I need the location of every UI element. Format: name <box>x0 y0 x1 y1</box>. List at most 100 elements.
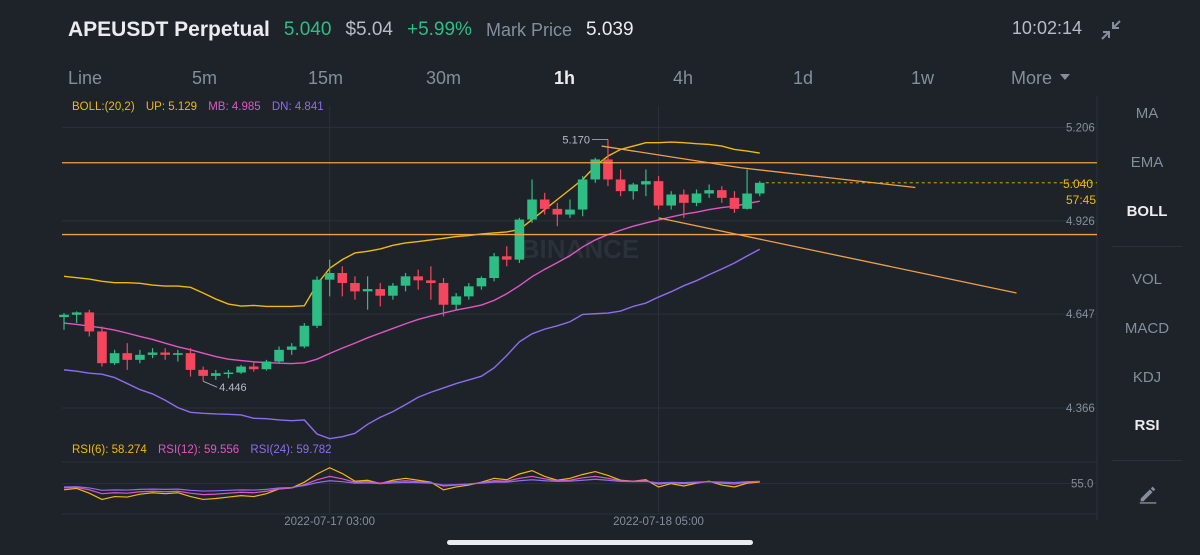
horizontal-levels <box>62 162 1097 236</box>
candle <box>261 359 272 371</box>
rsi-axis-tick: 55.0 <box>1071 479 1093 491</box>
lower-trendline <box>658 217 1017 294</box>
candle-body <box>565 209 575 215</box>
candle-body <box>198 369 208 376</box>
boll-lower-line <box>63 248 761 440</box>
candle-body <box>248 366 259 370</box>
timeframe-4h[interactable]: 4h <box>673 68 694 88</box>
chart-grid <box>62 96 1098 520</box>
candle <box>476 276 487 290</box>
candle <box>362 276 373 310</box>
candle <box>299 323 310 349</box>
rsi6-line <box>63 467 760 501</box>
candle <box>426 266 436 300</box>
rsi12-line <box>63 475 760 496</box>
candle <box>147 348 158 359</box>
candle <box>274 346 284 364</box>
collapse-icon[interactable] <box>1099 18 1123 42</box>
candle <box>413 269 423 290</box>
candle-body <box>451 296 461 305</box>
bollinger-bands <box>63 141 761 440</box>
candle <box>388 283 398 300</box>
pair-title[interactable]: APEUSDT Perpetual <box>68 18 270 41</box>
candle <box>400 273 411 292</box>
candle-body <box>211 373 221 376</box>
candle-body <box>160 352 170 355</box>
candle <box>628 182 639 200</box>
timeframe-1w[interactable]: 1w <box>911 68 935 88</box>
timeframe-15m[interactable]: 15m <box>308 68 344 88</box>
candle-body <box>641 181 651 185</box>
candlesticks <box>59 139 765 382</box>
candle-body <box>527 199 537 220</box>
chart-labels: 5.206 4.926 4.647 4.366 55.0 5.040 57:45 2022-0… <box>202 122 1096 528</box>
candle-body <box>59 314 69 318</box>
candle <box>742 169 752 210</box>
candle <box>185 348 196 377</box>
timeframe-more[interactable]: More <box>1011 68 1071 89</box>
candle-body <box>274 349 284 362</box>
indicator-vol[interactable]: VOL <box>1131 271 1162 288</box>
mark-price-label: Mark Price <box>485 19 572 40</box>
boll-upper-line <box>63 141 760 308</box>
candle-body <box>97 331 107 364</box>
candle <box>679 189 689 218</box>
candle-body <box>438 283 449 305</box>
candle-body <box>539 199 550 209</box>
candle-body <box>413 276 423 281</box>
candle <box>451 293 461 310</box>
candle-body <box>717 190 727 198</box>
candle <box>59 313 69 330</box>
candle-body <box>312 279 322 326</box>
candle-body <box>501 256 512 260</box>
current-price-label: 5.040 <box>1063 177 1093 191</box>
last-price: 5.040 <box>283 19 332 40</box>
trendlines <box>601 145 1097 294</box>
candle <box>717 186 727 203</box>
draw-pencil-icon[interactable] <box>1137 483 1159 505</box>
candle <box>489 252 499 282</box>
indicator-macd[interactable]: MACD <box>1124 320 1170 337</box>
indicator-divider <box>1112 246 1182 247</box>
candle <box>312 276 322 329</box>
candle-body <box>223 372 234 375</box>
candle-body <box>464 286 474 297</box>
candle <box>375 283 386 307</box>
indicator-divider <box>1112 460 1182 461</box>
candle <box>704 184 714 198</box>
indicator-boll[interactable]: BOLL <box>1126 203 1168 220</box>
candle-body <box>362 289 373 292</box>
candle <box>97 326 107 367</box>
candle <box>135 349 145 364</box>
time-axis-label: 2022-07-18 05:00 <box>613 516 704 528</box>
upper-trendline <box>601 145 741 169</box>
candle-body <box>324 273 335 280</box>
candle-body <box>754 182 765 194</box>
candle <box>729 191 740 213</box>
candle-body <box>261 361 272 370</box>
indicator-ema[interactable]: EMA <box>1130 154 1164 171</box>
candle-body <box>615 179 626 192</box>
rsi-legend: RSI(6): 58.274 RSI(12): 59.556 RSI(24): … <box>72 444 332 456</box>
candle <box>615 169 626 197</box>
timeframe-1d[interactable]: 1d <box>793 68 814 88</box>
timeframe-5m[interactable]: 5m <box>192 68 218 88</box>
timeframe-line[interactable]: Line <box>68 68 103 88</box>
candle-body <box>375 289 386 296</box>
candle <box>464 283 474 300</box>
candle-body <box>71 312 82 315</box>
candle <box>565 199 575 218</box>
low-marker-line <box>202 380 218 388</box>
indicator-rsi[interactable]: RSI <box>1134 417 1160 434</box>
indicator-ma[interactable]: MA <box>1135 105 1159 122</box>
candle-body <box>135 354 145 360</box>
candle-body <box>286 346 297 350</box>
timeframe-1h[interactable]: 1h <box>554 68 576 88</box>
candle-body <box>691 193 702 203</box>
candle-body <box>742 193 752 209</box>
candle <box>514 217 525 263</box>
timeframe-30m[interactable]: 30m <box>426 68 462 88</box>
home-indicator[interactable] <box>447 540 753 545</box>
indicator-kdj[interactable]: KDJ <box>1132 369 1162 386</box>
